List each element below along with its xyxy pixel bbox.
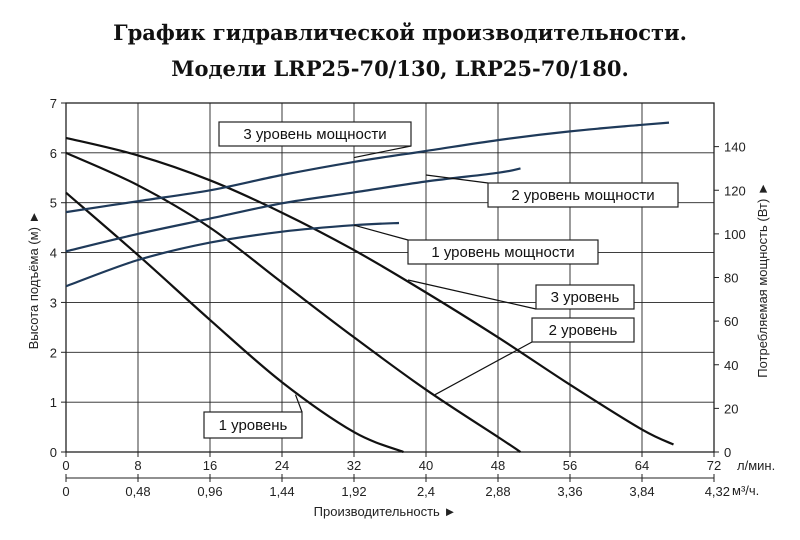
- x-tick-label-m3h: 0,48: [125, 484, 150, 499]
- plot-frame: [65, 102, 715, 453]
- power-curve-level-2: [65, 167, 521, 253]
- y-left-tick-label: 2: [50, 345, 57, 360]
- y-left-tick-label: 6: [50, 146, 57, 161]
- series-label-head-level-2: 2 уровень: [549, 322, 618, 339]
- series-label-power-level-1: 1 уровень мощности: [431, 244, 574, 261]
- x-tick-label-m3h: 0,96: [197, 484, 222, 499]
- x-unit-lpm: л/мин.: [737, 458, 775, 473]
- x-tick-label-lpm: 64: [635, 458, 649, 473]
- y-left-tick-label: 0: [50, 445, 57, 460]
- leader-line-head-level-1: [294, 394, 303, 413]
- series-label-head-level-1: 1 уровень: [219, 417, 288, 434]
- leader-line-head-level-2: [434, 341, 533, 396]
- x-tick-label-lpm: 16: [203, 458, 217, 473]
- x-tick-label-lpm: 72: [707, 458, 721, 473]
- label-box-power-level-1: [407, 239, 599, 265]
- leader-line-head-level-3: [407, 279, 537, 310]
- y-left-tick-label: 3: [50, 295, 57, 310]
- leader-line-power-level-1: [353, 224, 409, 241]
- y-right-tick-label: 120: [724, 183, 746, 198]
- label-box-power-level-3: [218, 121, 412, 147]
- label-box-head-level-2: [531, 317, 635, 343]
- x-tick-label-lpm: 40: [419, 458, 433, 473]
- chart-title-line-1: График гидравлической производительности…: [113, 20, 687, 45]
- curves: [65, 121, 674, 454]
- y-right-tick-label: 80: [724, 271, 738, 286]
- power-curve-level-1: [65, 221, 400, 288]
- x-unit-m3h: м³/ч.: [732, 483, 759, 498]
- x-tick-label-m3h: 0: [62, 484, 69, 499]
- leader-line-power-level-2: [425, 174, 489, 184]
- annotations: 3 уровень мощности 2 уровень мощности 1 ур…: [203, 121, 679, 439]
- y-right-tick-label: 60: [724, 314, 738, 329]
- y-right-tick-label: 0: [724, 445, 731, 460]
- x-tick-label-m3h: 2,4: [417, 484, 435, 499]
- x-tick-label-m3h: 2,88: [485, 484, 510, 499]
- x-tick-label-lpm: 32: [347, 458, 361, 473]
- y-right-tick-label: 40: [724, 358, 738, 373]
- x-axis-label: Производительность ►: [314, 504, 457, 519]
- x-tick-label-m3h: 1,44: [269, 484, 294, 499]
- label-box-head-level-3: [535, 284, 635, 310]
- y-axis-left-label: Высота подъёма (м) ►: [26, 211, 41, 350]
- tick-labels: 0 8 16 24 32 40 48 56 64 720 0,48 0,96 1,44 1,92 2,4 2,…: [50, 96, 746, 499]
- x-tick-label-lpm: 8: [134, 458, 141, 473]
- series-label-power-level-2: 2 уровень мощности: [511, 187, 654, 204]
- x-tick-label-lpm: 48: [491, 458, 505, 473]
- y-right-tick-label: 140: [724, 140, 746, 155]
- series-label-power-level-3: 3 уровень мощности: [243, 126, 386, 143]
- y-axis-right-label: Потребляемая мощность (Вт) ►: [755, 182, 770, 378]
- head-curve-level-3: [65, 136, 674, 446]
- x-tick-label-m3h: 3,36: [557, 484, 582, 499]
- x-tick-label-lpm: 24: [275, 458, 289, 473]
- x-tick-label-lpm: 56: [563, 458, 577, 473]
- x-tick-label-m3h: 3,84: [629, 484, 654, 499]
- y-left-tick-label: 1: [50, 395, 57, 410]
- chart-title-line-2: Модели LRP25-70/130, LRP25-70/180.: [171, 56, 629, 81]
- y-left-tick-label: 4: [50, 246, 57, 261]
- x-tick-label-lpm: 0: [62, 458, 69, 473]
- power-curve-level-3: [65, 121, 670, 214]
- y-right-tick-label: 100: [724, 227, 746, 242]
- x-tick-label-m3h: 4,32: [705, 484, 730, 499]
- y-left-tick-label: 7: [50, 96, 57, 111]
- label-box-head-level-1: [203, 411, 303, 439]
- y-right-tick-label: 20: [724, 401, 738, 416]
- series-label-head-level-3: 3 уровень: [551, 289, 620, 306]
- x-tick-label-m3h: 1,92: [341, 484, 366, 499]
- label-box-power-level-2: [487, 182, 679, 208]
- leader-line-power-level-3: [353, 145, 412, 159]
- head-curve-level-1: [65, 191, 404, 454]
- y-left-tick-label: 5: [50, 196, 57, 211]
- head-curve-level-2: [65, 151, 522, 453]
